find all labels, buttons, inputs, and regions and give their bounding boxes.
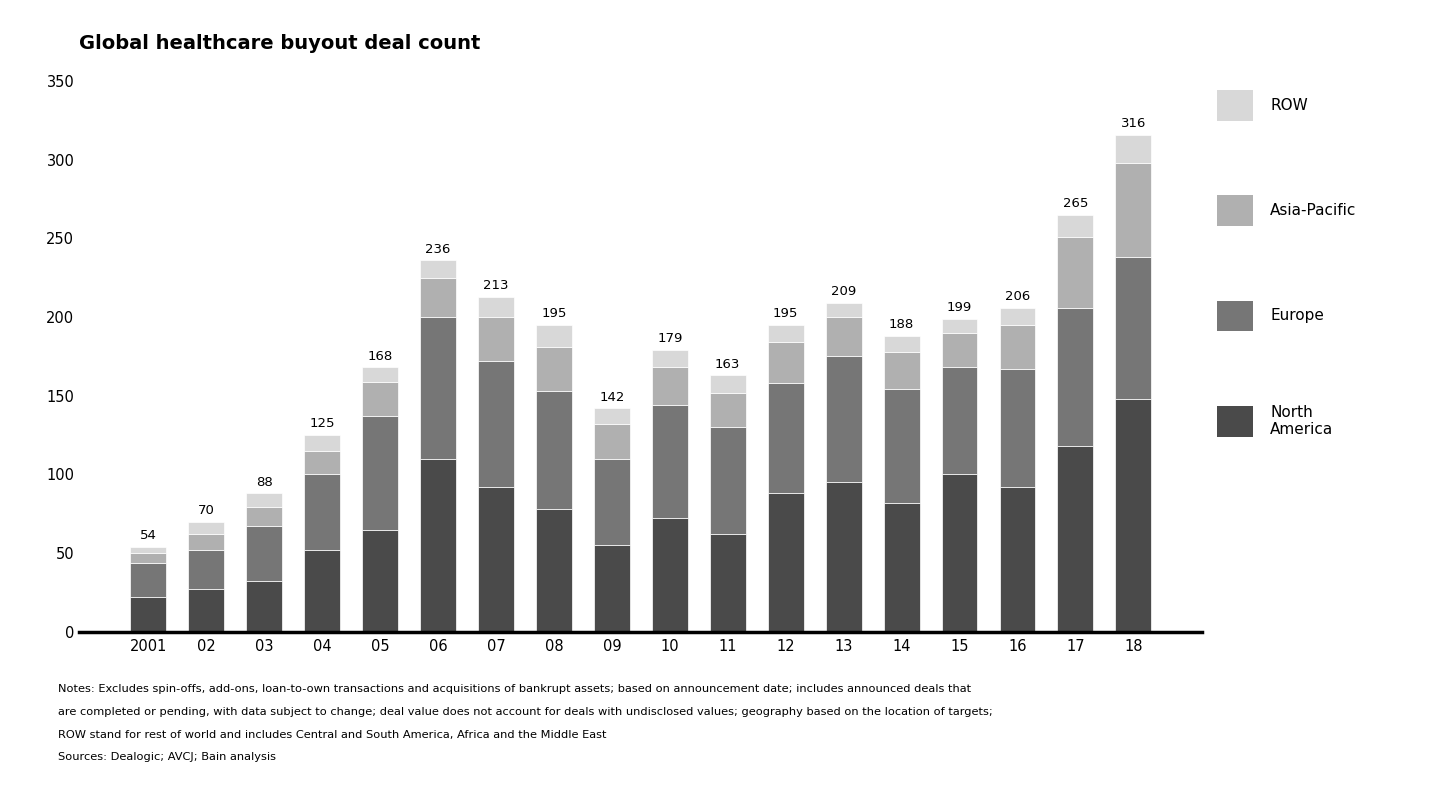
Bar — [710, 427, 746, 535]
Bar — [246, 493, 282, 508]
Text: Asia-Pacific: Asia-Pacific — [1270, 203, 1356, 218]
Bar — [361, 416, 397, 530]
Bar — [420, 317, 456, 458]
Text: 316: 316 — [1120, 117, 1146, 130]
Bar — [130, 547, 166, 553]
Bar — [942, 318, 978, 333]
Bar — [884, 390, 920, 503]
Text: ROW: ROW — [1270, 98, 1308, 113]
Bar — [478, 361, 514, 487]
Text: are completed or pending, with data subject to change; deal value does not accou: are completed or pending, with data subj… — [58, 707, 992, 717]
Bar — [710, 535, 746, 632]
Text: 199: 199 — [948, 301, 972, 314]
Bar — [652, 405, 688, 518]
Bar — [478, 317, 514, 361]
Text: 88: 88 — [256, 475, 272, 488]
Bar — [189, 522, 225, 535]
Bar — [536, 391, 572, 509]
Bar — [1116, 134, 1152, 163]
Text: 195: 195 — [541, 307, 566, 320]
Bar — [768, 493, 804, 632]
Bar — [825, 303, 861, 317]
Bar — [999, 308, 1035, 325]
Bar — [768, 325, 804, 343]
Bar — [825, 356, 861, 482]
Bar — [130, 553, 166, 563]
Bar — [1057, 308, 1093, 446]
Bar — [1057, 237, 1093, 308]
Bar — [710, 375, 746, 393]
Bar — [420, 458, 456, 632]
Text: 195: 195 — [773, 307, 798, 320]
Bar — [189, 535, 225, 550]
Bar — [652, 518, 688, 632]
Bar — [652, 350, 688, 368]
Text: 54: 54 — [140, 529, 157, 542]
Bar — [1116, 258, 1152, 399]
Bar — [304, 435, 340, 451]
Text: 188: 188 — [888, 318, 914, 331]
Bar — [942, 475, 978, 632]
Text: 209: 209 — [831, 285, 857, 298]
Bar — [361, 530, 397, 632]
Bar — [884, 336, 920, 352]
Bar — [304, 451, 340, 475]
Bar — [942, 368, 978, 475]
Bar — [768, 383, 804, 493]
Text: 265: 265 — [1063, 197, 1089, 210]
Bar — [536, 347, 572, 391]
Bar — [825, 317, 861, 356]
Bar — [420, 260, 456, 278]
Bar — [361, 368, 397, 382]
Bar — [884, 352, 920, 390]
Bar — [478, 296, 514, 317]
Text: 163: 163 — [716, 357, 740, 370]
Bar — [130, 597, 166, 632]
Bar — [652, 368, 688, 405]
Bar — [246, 582, 282, 632]
Bar — [130, 563, 166, 597]
Text: Europe: Europe — [1270, 309, 1323, 323]
Text: 70: 70 — [197, 504, 215, 517]
Bar — [593, 545, 629, 632]
Bar — [768, 343, 804, 383]
Text: 125: 125 — [310, 417, 336, 430]
Bar — [999, 487, 1035, 632]
Bar — [884, 503, 920, 632]
Bar — [420, 278, 456, 317]
Text: Notes: Excludes spin-offs, add-ons, loan-to-own transactions and acquisitions of: Notes: Excludes spin-offs, add-ons, loan… — [58, 684, 971, 694]
Text: ROW stand for rest of world and includes Central and South America, Africa and t: ROW stand for rest of world and includes… — [58, 730, 606, 740]
Text: 213: 213 — [484, 279, 508, 292]
Bar — [304, 475, 340, 550]
Bar — [999, 369, 1035, 487]
Bar — [478, 487, 514, 632]
Bar — [189, 590, 225, 632]
Bar — [710, 393, 746, 427]
Bar — [536, 509, 572, 632]
Text: North
America: North America — [1270, 405, 1333, 437]
Bar — [304, 550, 340, 632]
Bar — [593, 408, 629, 424]
Bar — [1116, 163, 1152, 258]
Bar — [942, 333, 978, 368]
Bar — [593, 424, 629, 458]
Text: 236: 236 — [425, 243, 451, 256]
Bar — [825, 482, 861, 632]
Bar — [1116, 399, 1152, 632]
Bar — [1057, 215, 1093, 237]
Text: Sources: Dealogic; AVCJ; Bain analysis: Sources: Dealogic; AVCJ; Bain analysis — [58, 752, 275, 762]
Bar — [536, 325, 572, 347]
Bar — [246, 526, 282, 582]
Bar — [593, 458, 629, 545]
Text: 142: 142 — [599, 390, 625, 403]
Text: 179: 179 — [657, 332, 683, 345]
Text: 168: 168 — [367, 350, 393, 363]
Bar — [1057, 446, 1093, 632]
Bar — [246, 508, 282, 526]
Bar — [999, 325, 1035, 369]
Bar — [189, 550, 225, 590]
Text: Global healthcare buyout deal count: Global healthcare buyout deal count — [79, 34, 481, 53]
Bar — [361, 382, 397, 416]
Text: 206: 206 — [1005, 290, 1030, 303]
